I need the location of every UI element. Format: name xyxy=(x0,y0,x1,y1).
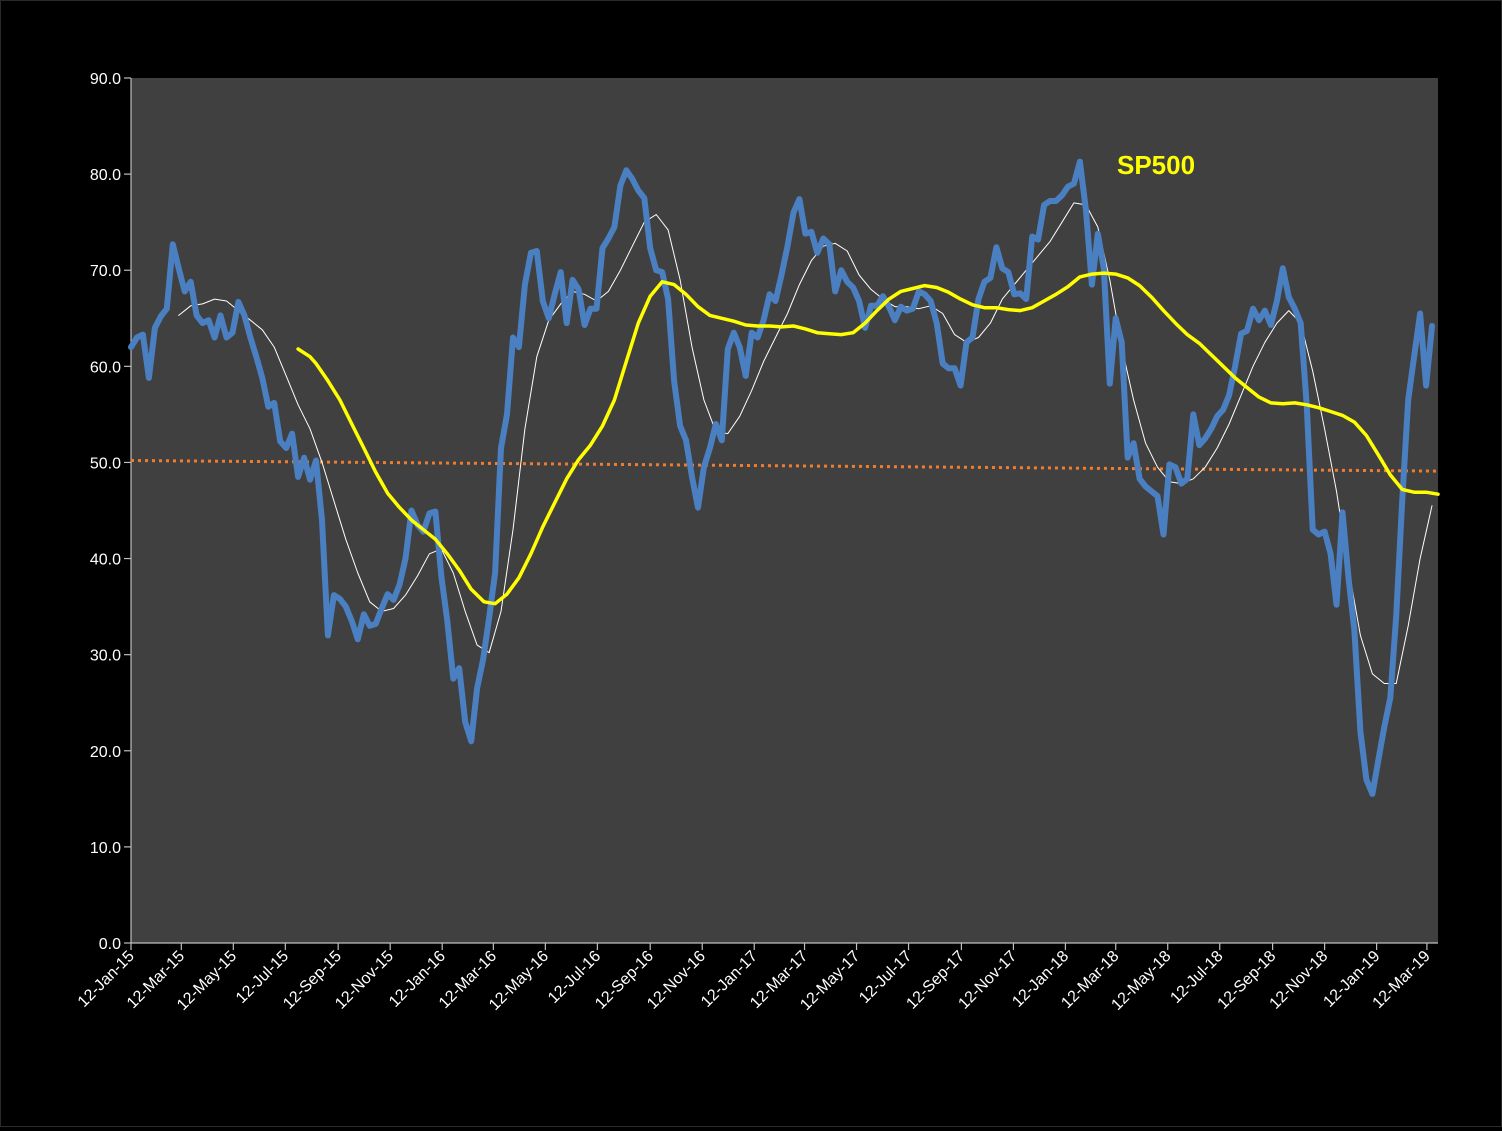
series-layer xyxy=(128,158,1440,797)
chart-annotation: SP500 xyxy=(1117,150,1195,180)
y-tick-label: 90.0 xyxy=(90,71,121,88)
y-tick-label: 70.0 xyxy=(90,263,121,280)
plot-area xyxy=(131,78,1438,943)
trendline-series xyxy=(130,459,1439,473)
y-tick-label: 80.0 xyxy=(90,167,121,184)
y-tick-label: 40.0 xyxy=(90,552,121,569)
y-tick-label: 60.0 xyxy=(90,359,121,376)
y-tick-label: 20.0 xyxy=(90,744,121,761)
main-index-series xyxy=(128,158,1435,797)
y-tick-label: 50.0 xyxy=(90,455,121,472)
x-axis: 12-Jan-1512-Mar-1512-May-1512-Jul-1512-S… xyxy=(75,942,1438,1014)
y-tick-label: 10.0 xyxy=(90,840,121,857)
y-axis: 0.0 10.0 20.0 30.0 40.0 50.0 60.0 70.0 80.0 90.0 xyxy=(90,71,132,953)
long-average-series xyxy=(296,271,1440,606)
short-average-series xyxy=(178,202,1433,684)
y-tick-label: 0.0 xyxy=(99,936,121,953)
y-tick-label: 30.0 xyxy=(90,648,121,665)
